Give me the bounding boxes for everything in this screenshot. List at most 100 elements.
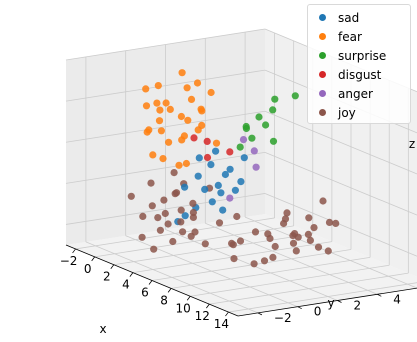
x-tick-label: 2 bbox=[103, 270, 111, 284]
point-sad bbox=[217, 189, 225, 197]
point-fear bbox=[149, 151, 157, 159]
point-fear bbox=[193, 79, 202, 87]
point-sad bbox=[195, 154, 203, 162]
point-sad bbox=[219, 206, 227, 214]
point-sad bbox=[194, 172, 202, 180]
grid-line-z-left bbox=[65, 110, 266, 143]
point-surprise bbox=[255, 113, 263, 121]
point-disgust bbox=[190, 134, 198, 142]
legend-marker bbox=[319, 109, 326, 116]
point-fear bbox=[183, 84, 191, 92]
point-joy bbox=[156, 226, 164, 234]
point-joy bbox=[147, 179, 155, 187]
point-joy bbox=[264, 230, 272, 238]
x-tick-mark bbox=[186, 296, 191, 301]
y-tick-mark bbox=[297, 306, 302, 310]
x-tick-mark bbox=[206, 303, 210, 309]
x-tick-label: 6 bbox=[141, 286, 149, 300]
grid-line-z-back bbox=[264, 110, 417, 175]
y-axis-label: y bbox=[327, 296, 334, 310]
point-joy bbox=[148, 202, 156, 210]
point-fear bbox=[155, 117, 164, 125]
point-joy bbox=[291, 230, 299, 238]
point-fear bbox=[198, 107, 206, 115]
point-sad bbox=[231, 186, 239, 194]
legend-label: joy bbox=[338, 105, 356, 120]
legend-item-disgust: disgust bbox=[314, 65, 404, 84]
x-axis-label: x bbox=[99, 322, 106, 336]
y-tick-label: 4 bbox=[393, 292, 401, 306]
grid-line-z-back bbox=[264, 151, 417, 216]
point-joy bbox=[289, 239, 298, 247]
point-joy bbox=[229, 241, 237, 249]
point-disgust bbox=[226, 148, 234, 156]
x-tick-mark bbox=[91, 256, 95, 262]
x-tick-label: 10 bbox=[176, 301, 191, 315]
data-points bbox=[127, 69, 340, 268]
x-tick-mark bbox=[110, 264, 115, 269]
point-joy bbox=[250, 260, 258, 268]
legend-item-fear: fear bbox=[314, 27, 404, 46]
point-fear bbox=[207, 88, 215, 97]
y-tick-label: 0 bbox=[314, 305, 322, 319]
point-sad bbox=[240, 154, 248, 162]
point-joy bbox=[306, 236, 314, 244]
point-fear bbox=[182, 159, 190, 168]
point-sad bbox=[181, 183, 189, 191]
grid-line-z-left bbox=[65, 151, 266, 184]
point-fear bbox=[178, 136, 186, 144]
legend-marker bbox=[319, 33, 326, 40]
x-tick-mark bbox=[225, 311, 229, 317]
point-joy bbox=[201, 240, 209, 248]
point-fear bbox=[178, 69, 186, 77]
point-joy bbox=[271, 242, 279, 251]
legend-marker bbox=[319, 90, 326, 97]
legend-item-surprise: surprise bbox=[314, 46, 404, 65]
z-axis-label: z bbox=[409, 137, 415, 151]
point-surprise bbox=[262, 121, 270, 129]
legend-label: sad bbox=[338, 10, 360, 25]
point-fear bbox=[175, 161, 183, 169]
point-anger bbox=[252, 163, 260, 171]
point-joy bbox=[150, 245, 158, 253]
point-joy bbox=[260, 257, 269, 265]
point-fear bbox=[142, 85, 150, 93]
point-joy bbox=[164, 220, 172, 228]
grid-line-z-left bbox=[65, 69, 266, 102]
point-surprise bbox=[269, 106, 277, 114]
point-joy bbox=[169, 237, 177, 246]
y-tick-mark bbox=[337, 300, 342, 303]
point-fear bbox=[212, 139, 221, 147]
point-joy bbox=[292, 247, 300, 255]
point-joy bbox=[191, 228, 199, 236]
point-fear bbox=[184, 116, 192, 124]
legend-label: disgust bbox=[338, 67, 382, 82]
point-joy bbox=[251, 228, 260, 236]
point-sad bbox=[226, 165, 234, 173]
y-tick-mark bbox=[377, 293, 382, 297]
grid-line-y-floor bbox=[205, 222, 378, 295]
point-joy bbox=[233, 212, 241, 221]
legend-label: surprise bbox=[338, 48, 387, 63]
x-tick-label: 8 bbox=[160, 293, 168, 307]
point-sad bbox=[221, 170, 229, 179]
point-joy bbox=[230, 255, 238, 263]
point-joy bbox=[236, 237, 245, 245]
x-tick-mark bbox=[167, 288, 172, 293]
legend-marker bbox=[319, 14, 326, 21]
point-joy bbox=[179, 228, 187, 236]
point-joy bbox=[154, 214, 162, 222]
x-tick-label: 12 bbox=[195, 309, 210, 323]
grid-line-z-left bbox=[65, 28, 266, 61]
point-fear bbox=[142, 102, 151, 110]
legend-marker bbox=[319, 71, 326, 78]
legend-marker bbox=[319, 52, 326, 59]
point-joy bbox=[324, 247, 332, 255]
point-joy bbox=[319, 197, 327, 205]
point-joy bbox=[280, 219, 288, 228]
point-fear bbox=[166, 105, 174, 113]
point-sad bbox=[237, 178, 245, 186]
y-tick-label: −2 bbox=[274, 311, 292, 325]
point-joy bbox=[170, 169, 178, 177]
